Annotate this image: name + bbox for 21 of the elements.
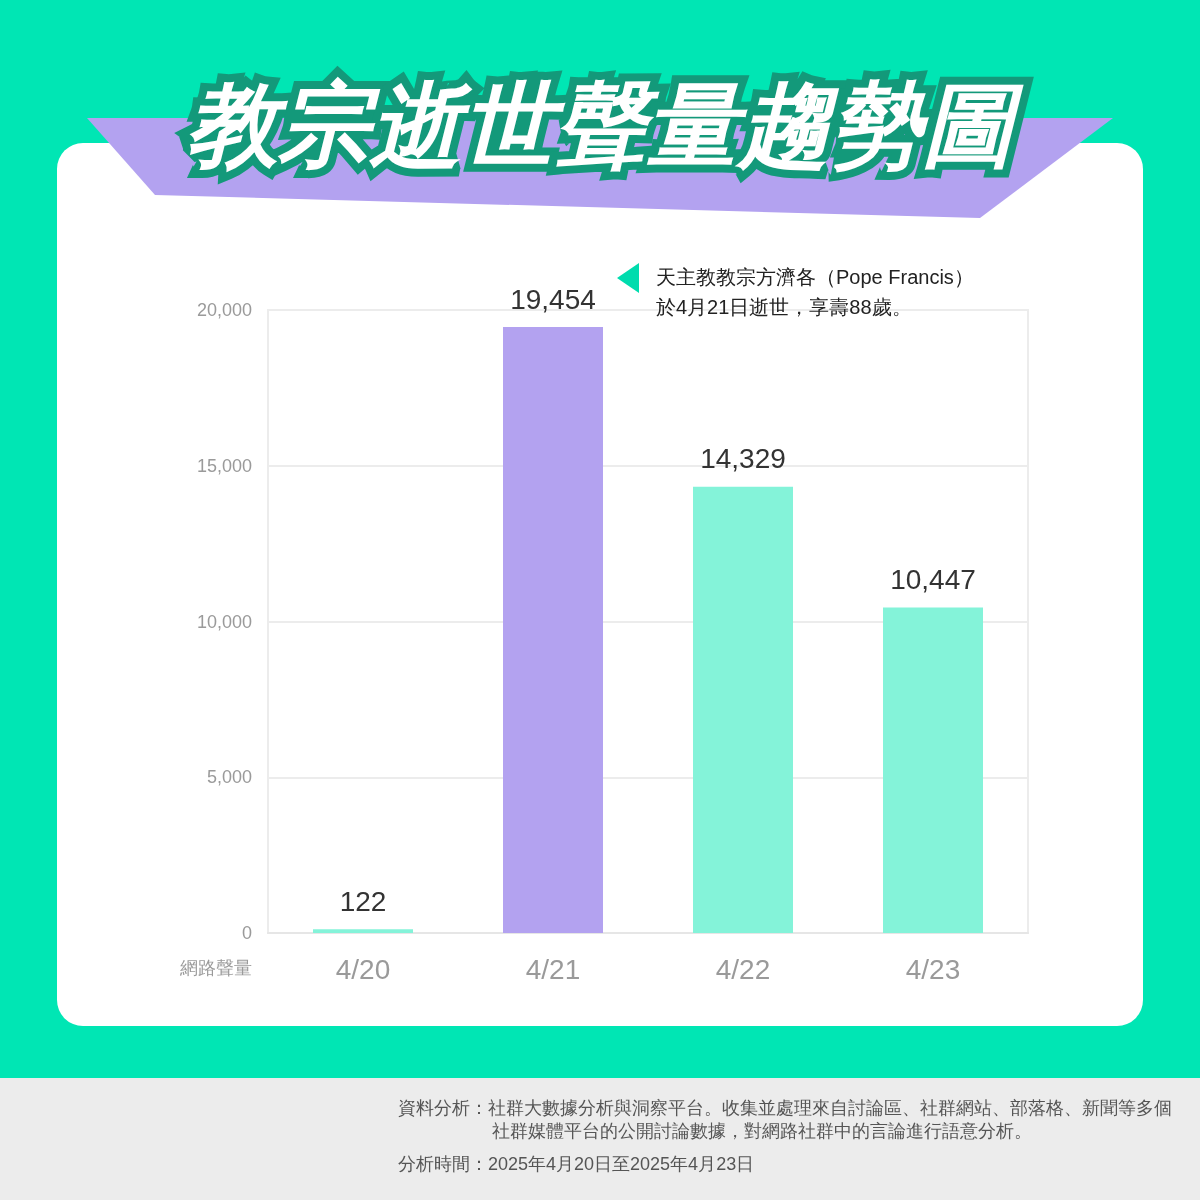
y-axis-title: 網路聲量 [179, 958, 252, 978]
data-label: 122 [339, 885, 387, 917]
y-tick-label: 20,000 [196, 300, 252, 320]
data-label: 19,454 [510, 283, 596, 315]
y-tick-label: 0 [241, 923, 252, 943]
x-tick-label: 4/22 [715, 953, 771, 985]
bar [503, 327, 603, 933]
x-tick-label: 4/23 [905, 953, 961, 985]
x-tick-label: 4/21 [525, 953, 581, 985]
annotation: 天主教教宗方濟各（Pope Francis）於4月21日逝世，享壽88歲。 [656, 265, 974, 320]
y-tick-label: 5,000 [206, 767, 252, 788]
text: 資料分析：社群大數據分析與洞察平台。收集並處理來自討論區、社群網站、部落格、新聞等多個社群媒體平台的公開討論數據，對網路社群中的言論進行語意分析。 [398, 1097, 1173, 1143]
bar [693, 486, 793, 933]
bar [883, 607, 983, 933]
bar [313, 929, 413, 933]
text: 分析時間：2025年4月20日至2025年4月23日 [398, 1153, 756, 1176]
x-tick-label: 4/20 [335, 953, 391, 985]
y-tick-label: 10,000 [196, 611, 252, 632]
y-tick-label: 15,000 [196, 455, 252, 476]
data-label: 14,329 [700, 443, 786, 475]
data-label: 10,447 [890, 564, 976, 596]
